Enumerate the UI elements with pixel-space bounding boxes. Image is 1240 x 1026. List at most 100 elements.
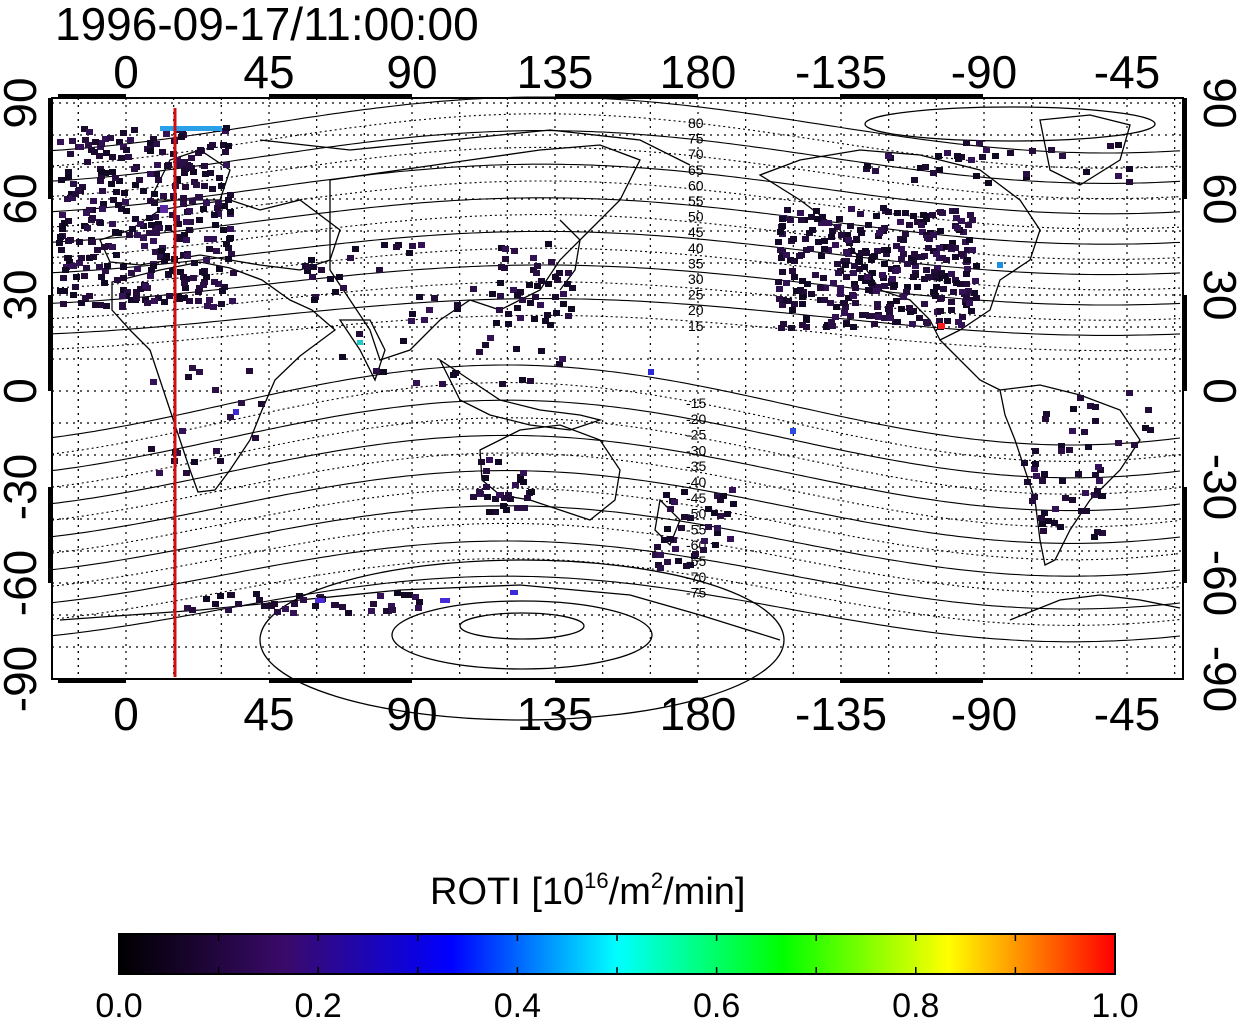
roti-pixel [213, 248, 220, 254]
roti-pixel [62, 267, 69, 273]
colorbar-title-exp: 16 [584, 868, 609, 893]
roti-pixel [86, 293, 93, 299]
roti-pixel [872, 168, 879, 174]
roti-pixel [201, 163, 208, 169]
roti-pixel [921, 276, 928, 282]
coastline [338, 319, 386, 382]
roti-pixel [1070, 406, 1077, 412]
roti-pixel [900, 294, 907, 300]
roti-pixel [1131, 442, 1138, 448]
roti-pixel [1145, 407, 1152, 413]
roti-pixel [499, 381, 506, 387]
x-tick-top: 45 [243, 46, 294, 98]
roti-pixel [654, 544, 661, 550]
roti-pixel [858, 250, 865, 256]
roti-pixel [492, 496, 499, 502]
roti-pixel [667, 506, 674, 512]
roti-pixel [1091, 492, 1098, 498]
y-tick-right: -90 [1194, 646, 1240, 712]
coastline [1039, 114, 1131, 186]
roti-pixel-highlight [160, 205, 168, 213]
roti-pixel [933, 251, 940, 257]
roti-pixel [808, 214, 815, 220]
contour-label: 25 [688, 287, 704, 303]
roti-pixel [115, 230, 122, 236]
roti-pixel [833, 304, 840, 310]
roti-pixel-highlight [233, 409, 239, 415]
roti-pixel [309, 274, 316, 280]
roti-pixel [842, 304, 849, 310]
coastline [111, 261, 337, 493]
roti-pixel [181, 168, 188, 174]
roti-pixel [223, 125, 230, 131]
roti-pixel [76, 239, 83, 245]
contour-line [51, 96, 1181, 154]
roti-pixel [894, 210, 901, 216]
roti-pixel [78, 300, 85, 306]
roti-pixel [560, 301, 567, 307]
roti-pixel [510, 287, 517, 293]
north-oval [864, 106, 1156, 142]
roti-pixel [973, 263, 980, 269]
roti-pixel [888, 266, 895, 272]
roti-pixel [60, 301, 67, 307]
roti-pixel [109, 244, 116, 250]
roti-pixel [1062, 495, 1069, 501]
roti-pixel [182, 285, 189, 291]
roti-pixel [153, 141, 160, 147]
roti-pixel [893, 243, 900, 249]
roti-pixel [60, 275, 67, 281]
roti-pixel [68, 191, 75, 197]
roti-pixel [107, 135, 114, 141]
roti-pixel [1029, 498, 1036, 504]
roti-pixel [196, 217, 203, 223]
frame-band-right [1183, 487, 1187, 583]
contour-label: -55 [686, 521, 706, 537]
roti-pixel [183, 219, 190, 225]
roti-pixel [174, 234, 181, 240]
roti-pixel [874, 248, 881, 254]
roti-pixel [136, 177, 143, 183]
roti-pixel [871, 321, 878, 327]
roti-pixel [274, 609, 281, 615]
roti-pixel [200, 206, 207, 212]
roti-pixel [252, 435, 259, 441]
frame-band-top [58, 94, 126, 98]
roti-pixel [1048, 147, 1055, 153]
roti-pixel [482, 342, 489, 348]
roti-pixel [959, 289, 966, 295]
roti-pixel [1058, 448, 1065, 454]
roti-pixel [137, 221, 144, 227]
roti-pixel [527, 378, 534, 384]
contour-label: 75 [688, 131, 704, 147]
roti-pixel [175, 162, 182, 168]
roti-pixel [661, 537, 668, 543]
y-tick-left: 60 [0, 173, 46, 224]
roti-pixel [415, 605, 422, 611]
roti-pixel [498, 264, 505, 270]
roti-pixel [564, 281, 571, 287]
roti-pixel [89, 215, 96, 221]
roti-pixel [1147, 427, 1154, 433]
roti-pixel [1052, 506, 1059, 512]
roti-pixel [221, 284, 228, 290]
roti-pixel [151, 191, 158, 197]
roti-pixel [291, 601, 298, 607]
roti-pixel [692, 551, 699, 557]
roti-pixel [206, 297, 213, 303]
roti-pixel [134, 232, 141, 238]
colorbar-title: ROTI [1016/m2/min] [430, 868, 745, 916]
roti-pixel [808, 291, 815, 297]
roti-pixel [850, 270, 857, 276]
roti-pixel [352, 246, 359, 252]
roti-pixel [101, 244, 108, 250]
roti-pixel [939, 210, 946, 216]
colorbar-title-exp2: 2 [650, 868, 664, 893]
roti-pixel [126, 232, 133, 238]
roti-pixel [802, 236, 809, 242]
roti-pixel [132, 216, 139, 222]
roti-pixel [77, 144, 84, 150]
roti-pixel [875, 314, 882, 320]
frame-band-bottom [840, 679, 983, 683]
roti-pixel [918, 222, 925, 228]
